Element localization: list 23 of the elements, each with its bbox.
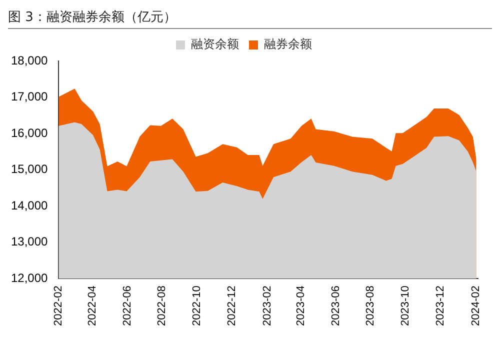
x-tick-label: 2022-06 (121, 286, 134, 326)
y-tick-label: 18,000 (11, 53, 48, 68)
x-tick-label: 2022-08 (156, 286, 168, 326)
y-tick-label: 14,000 (11, 198, 48, 212)
x-tick-label: 2022-10 (190, 286, 203, 326)
y-tick-label: 16,000 (11, 126, 48, 140)
y-tick-label: 12,000 (11, 270, 48, 285)
legend-label: 融资余额 (191, 37, 239, 52)
x-tick-label: 2023-12 (434, 286, 446, 326)
x-tick-label: 2023-02 (261, 286, 274, 326)
x-tick-label: 2023-08 (364, 286, 377, 326)
x-tick-label: 2022-02 (52, 286, 65, 326)
y-tick-label: 15,000 (11, 162, 48, 176)
x-tick-label: 2024-02 (470, 286, 482, 326)
x-tick-label: 2023-10 (400, 286, 412, 326)
y-tick-label: 17,000 (11, 90, 48, 104)
legend-label: 融券余额 (264, 37, 312, 52)
chart-title: 图 3：融资融券余额（亿元） (8, 8, 492, 29)
x-tick-label: 2023-06 (330, 286, 342, 326)
x-tick-label: 2023-04 (294, 286, 307, 326)
x-tick-label: 2022-12 (226, 286, 238, 326)
x-tick-label: 2022-04 (86, 286, 98, 326)
y-tick-label: 13,000 (11, 234, 48, 249)
